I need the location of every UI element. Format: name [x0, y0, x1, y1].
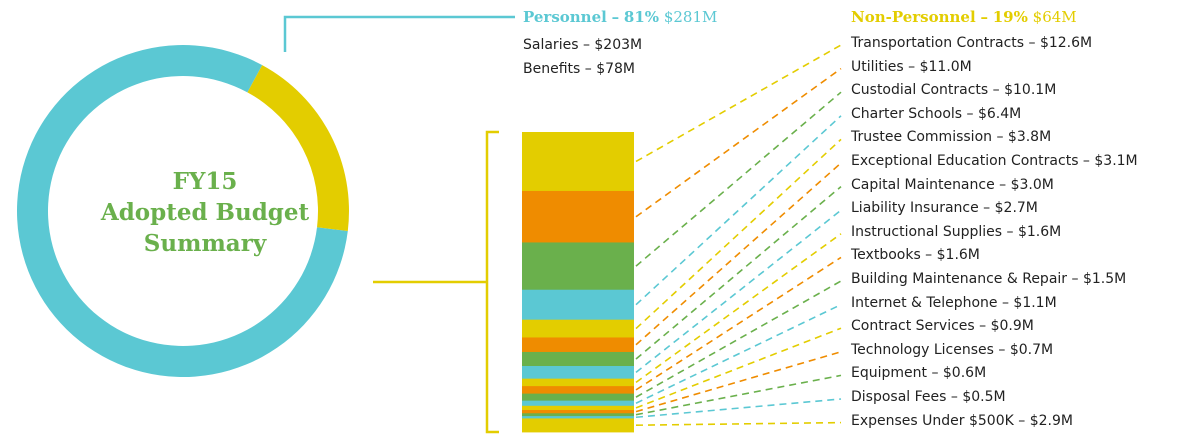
bar-segment: [522, 378, 634, 387]
breakdown-label: Textbooks – $1.6M: [851, 247, 980, 264]
non-personnel-percent: 19%: [992, 8, 1028, 26]
personnel-connector-line: [283, 15, 515, 52]
breakdown-label: Equipment – $0.6M: [851, 365, 987, 382]
bar-segment: [522, 319, 634, 338]
bar-segment: [522, 190, 634, 243]
breakdown-label: Technology Licenses – $0.7M: [851, 341, 1054, 358]
bar-segment: [522, 418, 634, 433]
leader-line: [635, 209, 842, 373]
leader-line: [635, 421, 842, 427]
leader-line: [635, 138, 842, 330]
breakdown-label: Utilities – $11.0M: [851, 58, 972, 75]
bar-segment: [522, 393, 634, 402]
bar-segment: [522, 413, 634, 417]
leader-line: [635, 374, 842, 416]
bar-bracket: [485, 130, 499, 434]
bar-segment: [522, 351, 634, 367]
bar-segment: [522, 366, 634, 380]
title-line-1: FY15: [172, 168, 238, 195]
bar-segment: [522, 386, 634, 395]
breakdown-label: Expenses Under $500K – $2.9M: [851, 412, 1073, 429]
non-personnel-dash: –: [980, 8, 988, 26]
leader-line: [635, 115, 842, 306]
leader-line: [635, 91, 842, 267]
non-personnel-amount: $64M: [1032, 8, 1077, 26]
leader-line: [635, 327, 842, 409]
bar-segment: [522, 410, 634, 414]
breakdown-label: Exceptional Education Contracts – $3.1M: [851, 153, 1138, 169]
non-personnel-heading: Non-Personnel – 19% $64M: [851, 8, 1077, 26]
breakdown-label: Disposal Fees – $0.5M: [851, 389, 1006, 405]
non-personnel-name: Non-Personnel: [851, 8, 976, 26]
breakdown-label: Contract Services – $0.9M: [851, 318, 1034, 335]
breakdown-label: Internet & Telephone – $1.1M: [851, 294, 1057, 311]
bar-segment: [522, 405, 634, 411]
bar-segment: [522, 400, 634, 407]
leader-line: [635, 185, 842, 360]
bar-segment: [522, 132, 634, 192]
leader-line: [635, 280, 842, 398]
donut-center-title: FY15 Adopted Budget Summary: [85, 166, 325, 259]
leader-line: [635, 44, 842, 163]
personnel-dash: –: [611, 8, 620, 26]
personnel-name: Personnel: [523, 8, 607, 26]
personnel-percent: 81%: [623, 8, 660, 26]
breakdown-label: Trustee Commission – $3.8M: [851, 129, 1052, 146]
bar-segment: [522, 289, 634, 321]
breakdown-label: Liability Insurance – $2.7M: [851, 200, 1038, 217]
personnel-item-benefits: Benefits – $78M: [523, 60, 636, 77]
personnel-amount: $281M: [663, 8, 718, 26]
breakdown-label: Instructional Supplies – $1.6M: [851, 223, 1062, 240]
breakdown-label: Charter Schools – $6.4M: [851, 105, 1022, 122]
personnel-heading: Personnel – 81% $281M: [523, 8, 717, 26]
leader-line: [635, 256, 842, 391]
bar-segment: [522, 337, 634, 353]
bar-segment: [522, 242, 634, 291]
donut-slice-non-personnel: [247, 65, 349, 231]
title-line-2: Adopted Budget: [100, 199, 310, 226]
breakdown-label: Building Maintenance & Repair – $1.5M: [851, 271, 1127, 287]
breakdown-label: Transportation Contracts – $12.6M: [851, 35, 1093, 51]
title-line-3: Summary: [143, 230, 267, 257]
breakdown-label: Capital Maintenance – $3.0M: [851, 176, 1054, 193]
leader-line: [635, 233, 842, 384]
breakdown-label: Custodial Contracts – $10.1M: [851, 82, 1057, 99]
leader-line: [635, 303, 842, 404]
personnel-item-salaries: Salaries – $203M: [523, 37, 643, 53]
leader-line: [635, 162, 842, 346]
bar-segment: [522, 416, 634, 419]
leader-line: [635, 398, 842, 419]
leader-line: [635, 67, 842, 218]
